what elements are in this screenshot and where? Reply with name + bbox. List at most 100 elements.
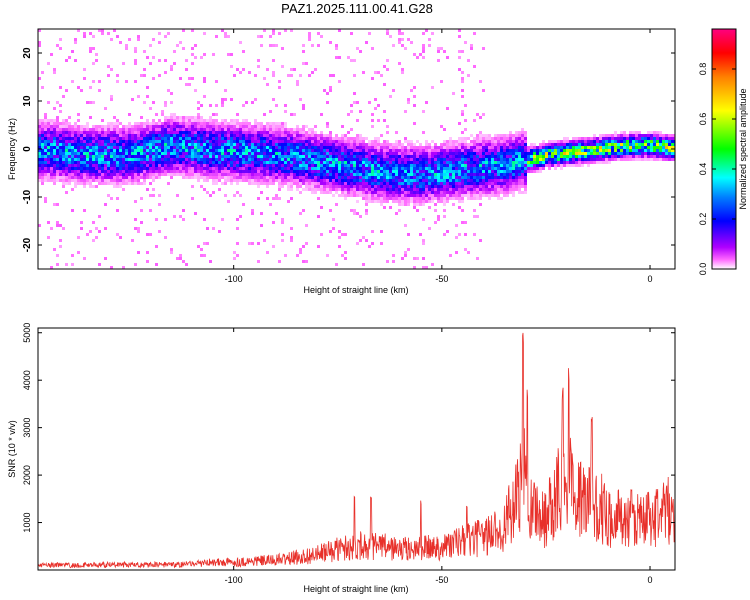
- heatmap-cell: [380, 158, 383, 161]
- heatmap-cell: [53, 149, 56, 152]
- heatmap-cell: [407, 188, 410, 191]
- snr-background: [38, 328, 675, 570]
- heatmap-cell: [365, 152, 368, 155]
- heatmap-cell: [479, 239, 482, 242]
- heatmap-cell: [476, 134, 479, 137]
- heatmap-cell: [434, 155, 437, 158]
- heatmap-cell: [173, 62, 176, 65]
- heatmap-cell: [131, 125, 134, 128]
- heatmap-cell: [392, 44, 395, 47]
- heatmap-cell: [401, 149, 404, 152]
- heatmap-cell: [53, 182, 56, 185]
- heatmap-cell: [152, 101, 155, 104]
- heatmap-cell: [380, 200, 383, 203]
- heatmap-cell: [383, 149, 386, 152]
- heatmap-cell: [521, 167, 524, 170]
- heatmap-cell: [50, 170, 53, 173]
- heatmap-cell: [305, 155, 308, 158]
- heatmap-cell: [197, 146, 200, 149]
- heatmap-cell: [383, 140, 386, 143]
- heatmap-cell: [419, 197, 422, 200]
- heatmap-cell: [638, 149, 641, 152]
- heatmap-cell: [587, 158, 590, 161]
- heatmap-cell: [50, 119, 53, 122]
- heatmap-cell: [377, 143, 380, 146]
- heatmap-cell: [218, 128, 221, 131]
- heatmap-cell: [89, 137, 92, 140]
- heatmap-cell: [488, 194, 491, 197]
- heatmap-cell: [425, 185, 428, 188]
- heatmap-cell: [293, 155, 296, 158]
- heatmap-cell: [299, 143, 302, 146]
- heatmap-cell: [434, 164, 437, 167]
- heatmap-cell: [482, 143, 485, 146]
- heatmap-cell: [293, 137, 296, 140]
- heatmap-cell: [329, 185, 332, 188]
- heatmap-cell: [512, 167, 515, 170]
- heatmap-cell: [575, 146, 578, 149]
- heatmap-cell: [236, 131, 239, 134]
- heatmap-cell: [533, 164, 536, 167]
- heatmap-cell: [362, 155, 365, 158]
- heatmap-cell: [245, 170, 248, 173]
- heatmap-cell: [146, 95, 149, 98]
- heatmap-cell: [173, 137, 176, 140]
- heatmap-cell: [296, 185, 299, 188]
- heatmap-cell: [347, 191, 350, 194]
- heatmap-cell: [449, 197, 452, 200]
- heatmap-cell: [566, 164, 569, 167]
- heatmap-cell: [287, 140, 290, 143]
- heatmap-cell: [122, 155, 125, 158]
- heatmap-cell: [437, 176, 440, 179]
- heatmap-cell: [455, 251, 458, 254]
- heatmap-cell: [341, 182, 344, 185]
- heatmap-cell: [146, 146, 149, 149]
- heatmap-cell: [68, 179, 71, 182]
- heatmap-cell: [278, 137, 281, 140]
- heatmap-cell: [305, 164, 308, 167]
- heatmap-cell: [257, 131, 260, 134]
- heatmap-cell: [149, 158, 152, 161]
- heatmap-cell: [362, 167, 365, 170]
- heatmap-cell: [392, 167, 395, 170]
- heatmap-cell: [602, 161, 605, 164]
- heatmap-cell: [296, 158, 299, 161]
- heatmap-cell: [419, 233, 422, 236]
- heatmap-cell: [128, 176, 131, 179]
- heatmap-cell: [488, 164, 491, 167]
- heatmap-cell: [509, 155, 512, 158]
- heatmap-cell: [386, 32, 389, 35]
- heatmap-cell: [593, 158, 596, 161]
- heatmap-cell: [425, 161, 428, 164]
- heatmap-cell: [602, 134, 605, 137]
- heatmap-cell: [290, 152, 293, 155]
- heatmap-cell: [641, 134, 644, 137]
- heatmap-cell: [443, 188, 446, 191]
- heatmap-cell: [461, 182, 464, 185]
- heatmap-cell: [161, 128, 164, 131]
- heatmap-cell: [359, 194, 362, 197]
- heatmap-cell: [551, 140, 554, 143]
- heatmap-cell: [668, 149, 671, 152]
- heatmap-cell: [176, 257, 179, 260]
- heatmap-cell: [221, 98, 224, 101]
- heatmap-cell: [353, 101, 356, 104]
- heatmap-cell: [92, 158, 95, 161]
- heatmap-cell: [197, 107, 200, 110]
- heatmap-cell: [467, 167, 470, 170]
- heatmap-cell: [368, 149, 371, 152]
- heatmap-cell: [344, 185, 347, 188]
- heatmap-cell: [377, 155, 380, 158]
- heatmap-cell: [53, 170, 56, 173]
- heatmap-cell: [245, 119, 248, 122]
- heatmap-cell: [503, 140, 506, 143]
- heatmap-cell: [491, 182, 494, 185]
- heatmap-cell: [143, 101, 146, 104]
- heatmap-cell: [461, 167, 464, 170]
- heatmap-cell: [341, 194, 344, 197]
- heatmap-cell: [632, 146, 635, 149]
- heatmap-cell: [83, 152, 86, 155]
- heatmap-cell: [224, 89, 227, 92]
- heatmap-cell: [407, 155, 410, 158]
- heatmap-cell: [584, 155, 587, 158]
